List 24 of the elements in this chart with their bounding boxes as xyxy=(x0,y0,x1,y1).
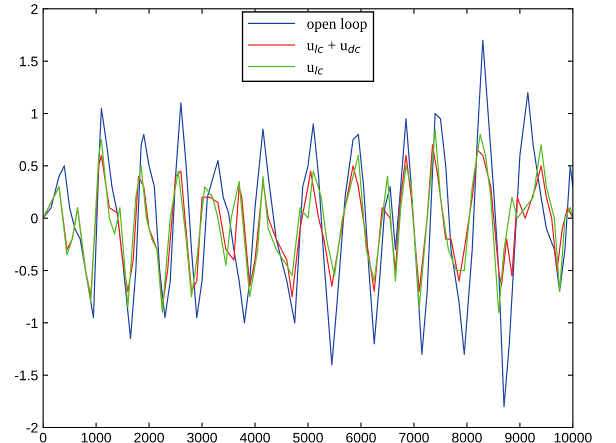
y-tick-label: -0.5 xyxy=(14,266,38,276)
y-tick-label: 0.5 xyxy=(19,161,38,172)
x-tick-label: 0 xyxy=(40,432,46,443)
legend-label: u$_{lc}$ xyxy=(306,64,324,75)
x-tick-label: 9000 xyxy=(505,432,535,443)
y-tick-label: 2 xyxy=(31,4,38,14)
x-tick-label: 6000 xyxy=(346,432,376,443)
y-tick-label: -1 xyxy=(26,318,38,328)
y-tick-label: 0 xyxy=(31,214,38,224)
x-tick-label: 5000 xyxy=(293,432,323,443)
x-tick-label: 1000 xyxy=(82,432,112,443)
y-tick-label: 1 xyxy=(32,108,38,119)
x-tick-label: 7000 xyxy=(399,432,429,443)
x-tick-label: 4000 xyxy=(240,432,270,443)
y-tick-label: -2 xyxy=(26,422,38,433)
x-tick-label: 8000 xyxy=(452,432,482,443)
x-tick-label: 3000 xyxy=(187,432,217,443)
x-tick-label: 2000 xyxy=(134,432,164,443)
y-tick-label: -1.5 xyxy=(14,370,38,380)
line-series xyxy=(43,40,573,408)
legend-label: u$_{lc}$ + u$_{dc}$ xyxy=(306,42,360,53)
y-tick-label: 1.5 xyxy=(20,56,38,66)
x-tick-label: 10000 xyxy=(554,432,592,443)
legend-label: open loop xyxy=(307,18,367,32)
